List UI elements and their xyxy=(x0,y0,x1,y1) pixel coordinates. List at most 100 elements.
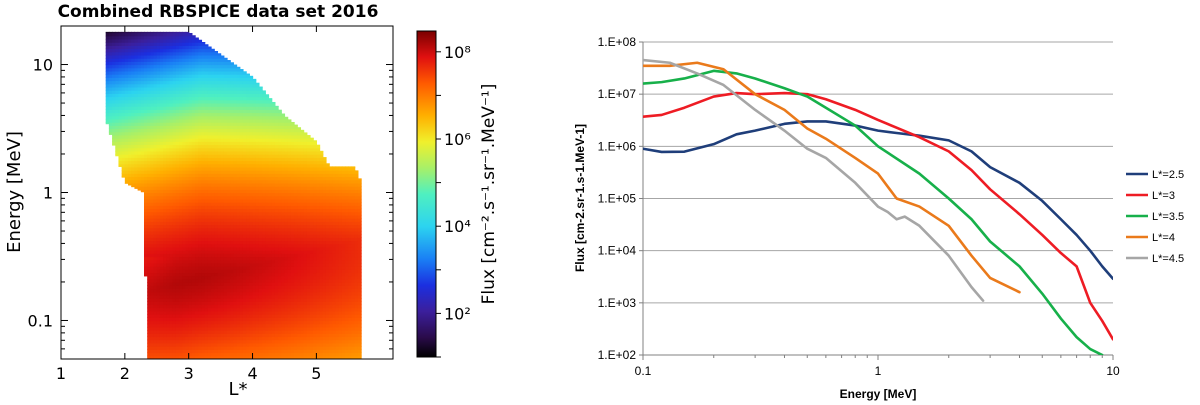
heatmap-cell xyxy=(274,176,279,181)
heatmap-cell xyxy=(271,166,276,171)
heatmap-cell xyxy=(198,221,203,226)
heatmap-cell xyxy=(271,182,276,187)
heatmap-cell xyxy=(159,256,164,261)
heatmap-cell xyxy=(115,90,120,94)
heatmap-cell xyxy=(150,214,155,219)
heatmap-cell xyxy=(214,253,219,258)
heatmap-cell xyxy=(150,240,155,245)
heatmap-cell xyxy=(147,38,151,43)
heatmap-cell xyxy=(159,307,164,312)
heatmap-cell xyxy=(188,80,193,85)
heatmap-cell xyxy=(163,77,167,82)
heatmap-cell xyxy=(268,182,273,187)
heatmap-cell xyxy=(175,42,180,46)
heatmap-cell xyxy=(201,333,206,338)
heatmap-cell xyxy=(217,163,222,168)
heatmap-cell xyxy=(172,122,177,126)
heatmap-cell xyxy=(284,288,289,293)
heatmap-cell xyxy=(137,42,142,46)
heatmap-cell xyxy=(223,234,228,238)
heatmap-cell xyxy=(191,278,196,283)
heatmap-cell xyxy=(255,282,260,286)
heatmap-cell xyxy=(271,198,276,203)
heatmap-cell xyxy=(105,90,110,94)
heatmap-cell xyxy=(211,272,215,277)
heatmap-cell xyxy=(195,182,199,187)
heatmap-cell xyxy=(211,227,215,232)
heatmap-cell xyxy=(188,186,193,190)
heatmap-cell xyxy=(115,61,120,66)
heatmap-cell xyxy=(175,336,180,341)
heatmap-cell xyxy=(163,272,167,277)
heatmap-cell xyxy=(121,86,126,91)
heatmap-cell xyxy=(233,221,238,226)
heatmap-cell xyxy=(217,166,222,171)
heatmap-cell xyxy=(278,125,282,130)
heatmap-cell xyxy=(236,66,241,69)
heatmap-cell xyxy=(198,326,203,331)
heatmap-cell xyxy=(163,122,167,126)
heatmap-cell xyxy=(166,38,171,43)
heatmap-cell xyxy=(191,122,196,126)
heatmap-cell xyxy=(169,346,174,350)
heatmap-cell xyxy=(271,342,276,347)
heatmap-cell xyxy=(220,109,225,114)
heatmap-cell xyxy=(233,234,238,238)
heatmap-cell xyxy=(118,93,123,98)
heatmap-cell xyxy=(252,230,257,235)
heatmap-cell xyxy=(198,96,203,101)
heatmap-cell xyxy=(198,39,203,43)
heatmap-cell xyxy=(223,90,228,94)
heatmap-cell xyxy=(211,80,215,85)
heatmap-cell xyxy=(287,173,292,178)
heatmap-cell xyxy=(233,256,238,261)
heatmap-cell xyxy=(169,234,174,238)
heatmap-cell xyxy=(195,45,199,50)
heatmap-cell xyxy=(121,74,126,78)
heatmap-cell xyxy=(147,51,151,56)
heatmap-cell xyxy=(242,227,247,232)
heatmap-cell xyxy=(262,90,266,94)
heatmap-cell xyxy=(227,166,231,171)
heatmap-cell xyxy=(223,275,228,280)
heatmap-cell xyxy=(163,154,167,158)
heatmap-cell xyxy=(108,67,113,72)
heatmap-cell xyxy=(159,262,164,267)
heatmap-cell xyxy=(220,253,225,258)
heatmap-cell xyxy=(211,346,215,350)
heatmap-cell xyxy=(188,35,193,40)
heatmap-cell xyxy=(284,182,289,187)
heatmap-cell xyxy=(294,243,298,248)
heatmap-cell xyxy=(172,86,177,91)
heatmap-cell xyxy=(137,67,142,72)
heatmap-cell xyxy=(140,141,145,146)
heatmap-cell xyxy=(105,74,110,78)
heatmap-cell xyxy=(278,243,282,248)
heatmap-cell xyxy=(105,96,110,101)
heatmap-cell xyxy=(118,138,123,142)
heatmap-cell xyxy=(201,80,206,85)
heatmap-cell xyxy=(290,253,295,258)
heatmap-cell xyxy=(175,106,180,110)
heatmap-cell xyxy=(242,291,247,296)
heatmap-cell xyxy=(201,106,206,110)
heatmap-cell xyxy=(220,330,225,334)
heatmap-cell xyxy=(153,176,158,181)
heatmap-cell xyxy=(236,317,241,322)
heatmap-cell xyxy=(121,150,126,155)
heatmap-cell xyxy=(262,186,266,190)
heatmap-cell xyxy=(239,349,244,354)
heatmap-cell xyxy=(211,99,215,104)
heatmap-cell xyxy=(278,157,282,162)
heatmap-cell xyxy=(249,128,254,133)
heatmap-cell xyxy=(182,323,187,328)
heatmap-cell xyxy=(137,96,142,101)
heatmap-cell xyxy=(207,176,212,181)
heatmap-cell xyxy=(150,224,155,229)
heatmap-cell xyxy=(294,307,298,312)
heatmap-cell xyxy=(271,323,276,328)
heatmap-cell xyxy=(156,198,161,203)
heatmap-cell xyxy=(188,301,193,306)
heatmap-cell xyxy=(284,339,289,344)
heatmap-cell xyxy=(140,163,145,168)
